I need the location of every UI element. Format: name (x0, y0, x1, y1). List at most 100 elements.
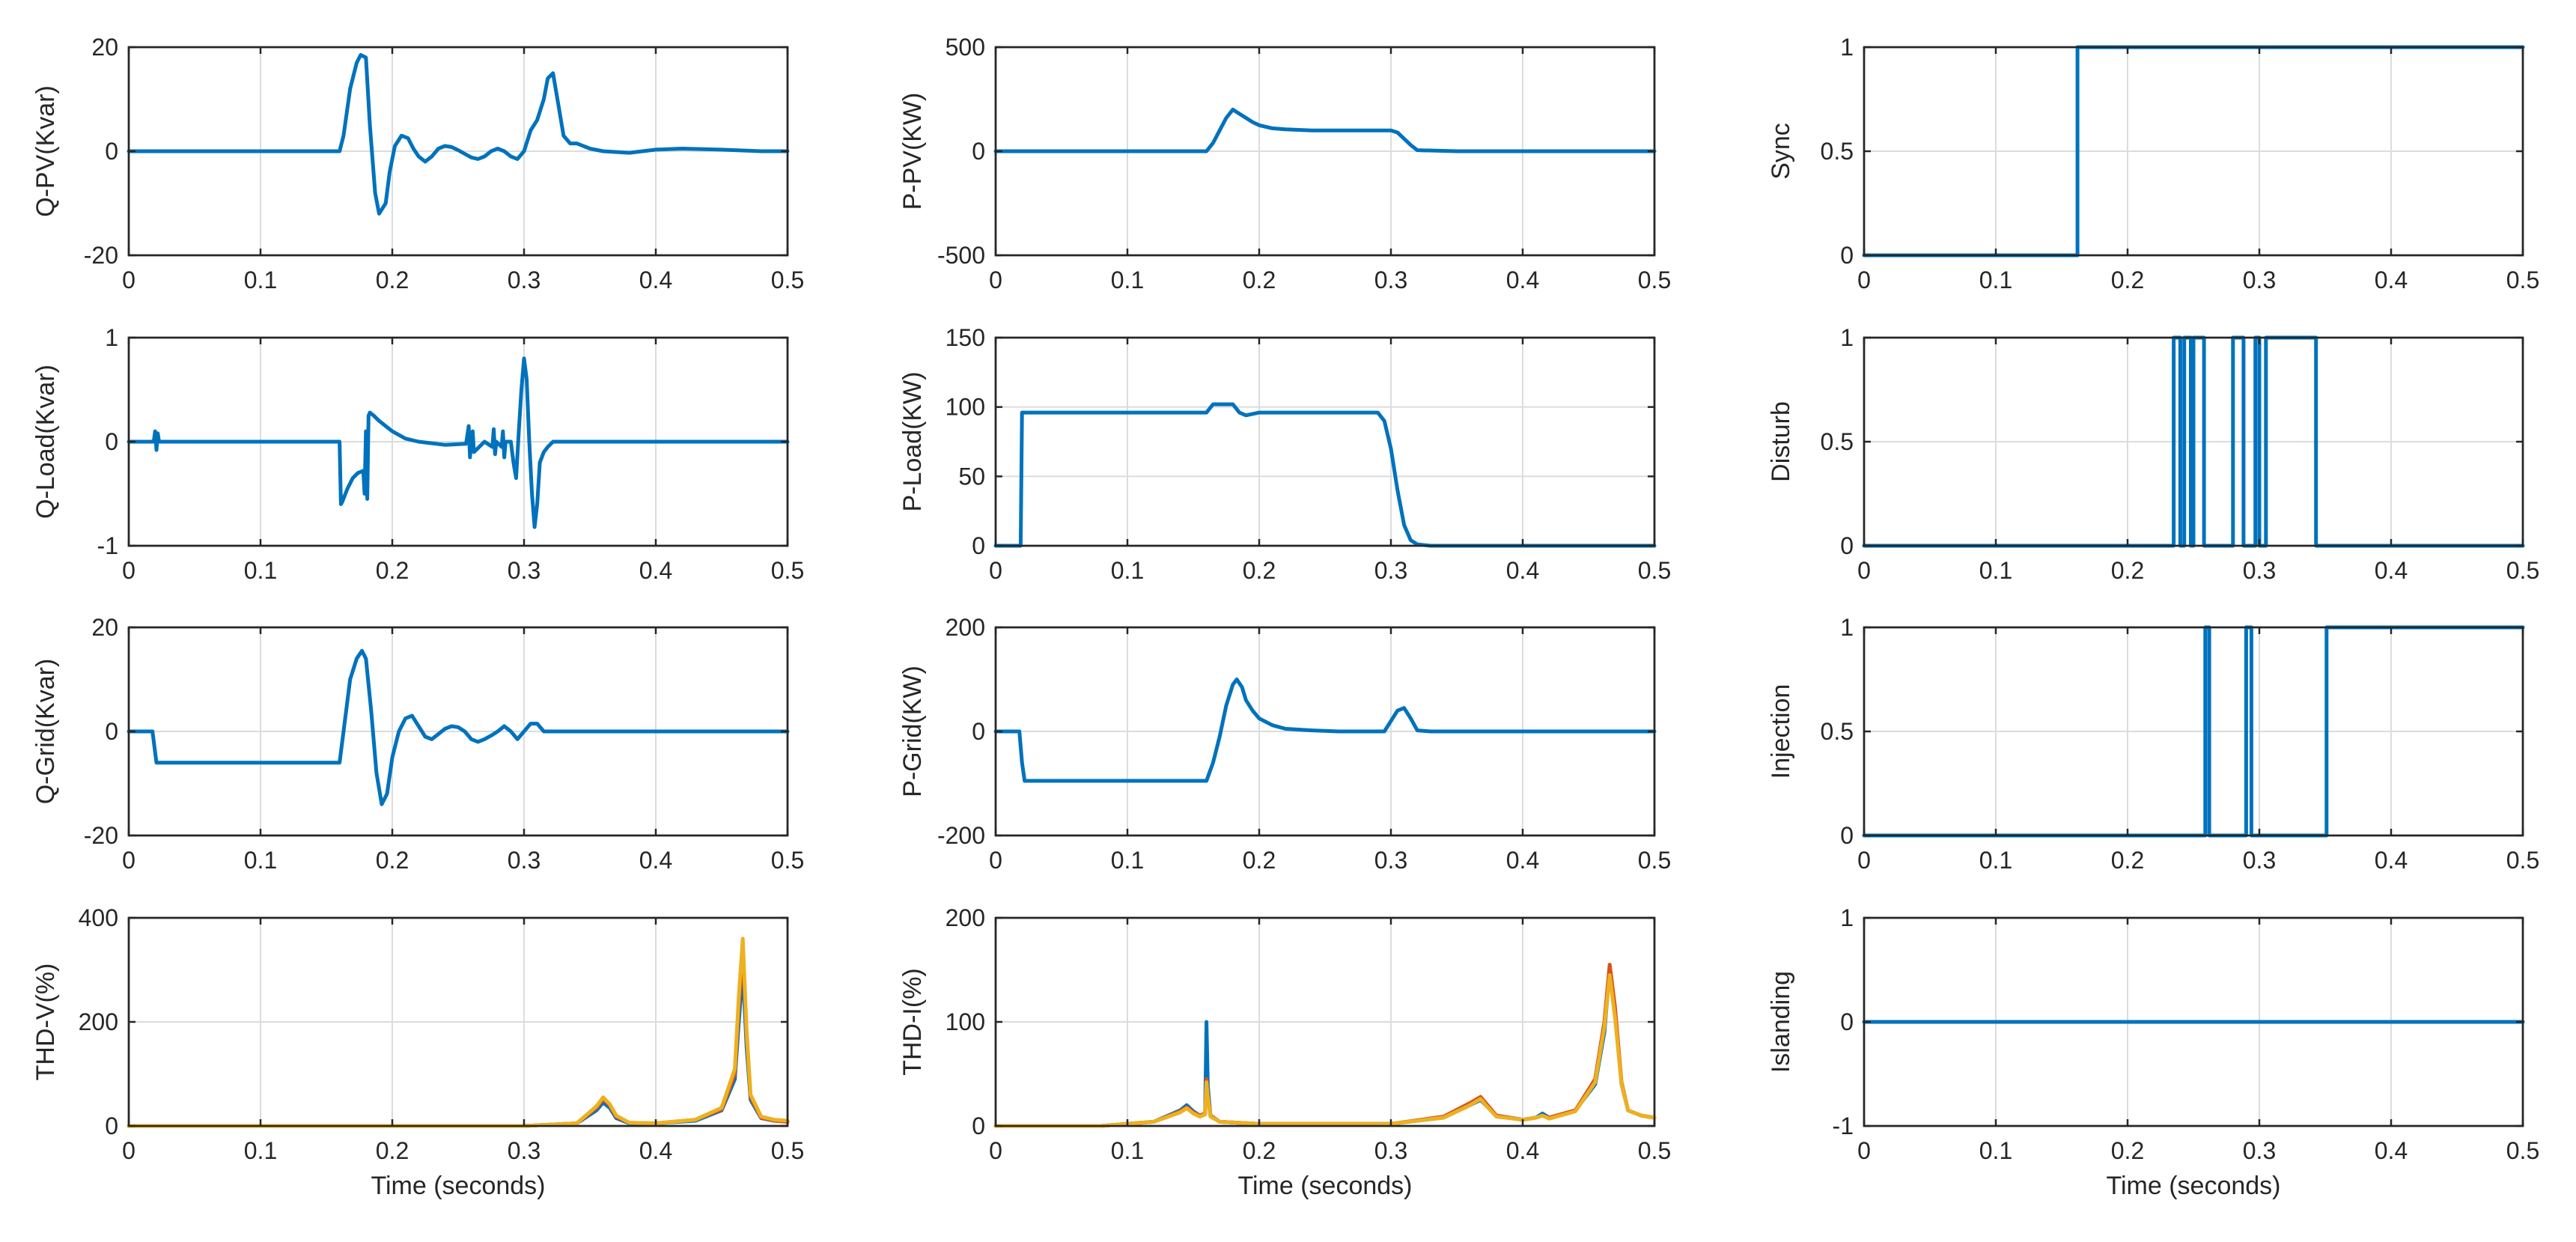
x-tick-label: 0.5 (1638, 1137, 1671, 1164)
plot-area (994, 336, 1656, 547)
y-axis-label: Islanding (1767, 971, 1795, 1073)
y-tick-label: 1 (1840, 904, 1854, 931)
x-tick-label: 0.2 (1243, 847, 1276, 874)
x-tick-label: 0.4 (1506, 1137, 1539, 1164)
y-tick-label: 500 (946, 34, 985, 61)
x-tick-label: 0 (122, 1137, 136, 1164)
x-tick-label: 0.3 (508, 1137, 541, 1164)
x-tick-label: 0.2 (1243, 557, 1276, 584)
x-tick-label: 0.1 (1979, 847, 2012, 874)
y-tick-label: -20 (84, 242, 118, 269)
y-axis-label: THD-I(%) (898, 968, 927, 1076)
y-tick-label: 0 (105, 428, 118, 455)
y-tick-label: 20 (91, 34, 118, 61)
y-tick-label: 0 (972, 532, 985, 559)
x-tick-label: 0 (989, 267, 1002, 293)
x-tick-label: 0.4 (2375, 557, 2408, 584)
axes-box (994, 336, 1656, 547)
y-tick-label: 0 (105, 138, 118, 165)
series-line-q-pv-1 (127, 52, 790, 216)
x-tick-label: 0 (122, 267, 136, 293)
x-tick-label: 0.1 (244, 847, 277, 874)
y-axis-label: Q-Grid(Kvar) (31, 659, 60, 805)
x-tick-label: 0.3 (2243, 1137, 2276, 1164)
x-tick-label: 0.4 (639, 1137, 672, 1164)
x-tick-label: 0 (1857, 557, 1871, 584)
y-axis-label: P-PV(KW) (898, 93, 927, 210)
x-tick-label: 0.4 (639, 847, 672, 874)
x-tick-label: 0.5 (1638, 557, 1671, 584)
x-tick-label: 0.2 (376, 1137, 409, 1164)
x-tick-label: 0.5 (771, 847, 804, 874)
x-tick-label: 0.4 (2375, 267, 2408, 293)
y-tick-label: 0 (105, 718, 118, 745)
x-tick-label: 0.1 (1111, 1137, 1144, 1164)
y-tick-label: 20 (91, 614, 118, 641)
x-tick-label: 0.1 (1111, 267, 1144, 293)
x-tick-label: 0.4 (639, 557, 672, 584)
x-tick-label: 0.5 (1638, 267, 1671, 293)
y-tick-label: 0.5 (1821, 428, 1854, 455)
x-tick-label: 0.5 (771, 557, 804, 584)
x-tick-label: 0.3 (508, 557, 541, 584)
subplot-p-load: 0 0.1 0.2 0.3 0.4 0.5 0 50 100 150 P-Load(KW) (898, 324, 1671, 584)
y-tick-label: 1 (105, 324, 118, 351)
y-tick-label: 0 (972, 718, 985, 745)
x-tick-label: 0.5 (2506, 1137, 2539, 1164)
y-tick-label: 0 (1840, 532, 1854, 559)
y-tick-label: 200 (946, 904, 985, 931)
y-tick-label: -500 (937, 242, 985, 269)
x-tick-label: 0.1 (244, 267, 277, 293)
y-tick-label: 0 (1840, 822, 1854, 849)
y-tick-label: 0 (105, 1112, 118, 1139)
subplot-injection: 0 0.1 0.2 0.3 0.4 0.5 0 0.5 1 Injection (1767, 614, 2539, 874)
y-tick-label: -200 (937, 822, 985, 849)
x-tick-label: 0.2 (2111, 557, 2144, 584)
y-tick-label: 0 (1840, 1008, 1854, 1035)
y-axis-label: THD-V(%) (31, 964, 60, 1081)
x-tick-label: 0.2 (1243, 267, 1276, 293)
y-tick-label: 200 (79, 1008, 118, 1035)
subplot-disturb: 0 0.1 0.2 0.3 0.4 0.5 0 0.5 1 Disturb (1767, 324, 2539, 584)
x-tick-label: 0 (1857, 847, 1871, 874)
x-tick-label: 0.5 (771, 267, 804, 293)
x-tick-label: 0.2 (376, 267, 409, 293)
y-tick-label: 0.5 (1821, 138, 1854, 165)
x-tick-label: 0.5 (2506, 847, 2539, 874)
x-tick-label: 0.4 (1506, 557, 1539, 584)
y-axis-label: Q-PV(Kvar) (31, 85, 60, 217)
x-tick-label: 0.1 (1979, 267, 2012, 293)
subplot-sync: 0 0.1 0.2 0.3 0.4 0.5 0 0.5 1 Sync (1767, 34, 2539, 293)
subplot-thd-v: 0 0.1 0.2 0.3 0.4 0.5 0 200 400 THD-V(%) Time (sec… (31, 904, 804, 1200)
x-tick-label: 0.1 (1111, 557, 1144, 584)
x-tick-label: 0.5 (2506, 267, 2539, 293)
y-tick-label: -1 (97, 532, 118, 559)
x-tick-label: 0.2 (376, 847, 409, 874)
x-tick-label: 0.3 (2243, 847, 2276, 874)
y-tick-label: 50 (958, 463, 985, 490)
y-tick-label: 200 (946, 614, 985, 641)
x-tick-label: 0 (1857, 1137, 1871, 1164)
y-tick-label: 100 (946, 394, 985, 421)
y-axis-label: P-Load(KW) (898, 371, 927, 511)
x-tick-label: 0.3 (2243, 557, 2276, 584)
y-axis-label: Injection (1767, 684, 1795, 779)
x-tick-label: 0.2 (1243, 1137, 1276, 1164)
series-line-p-grid-1 (993, 678, 1657, 783)
y-axis-label: Disturb (1767, 401, 1795, 482)
x-tick-label: 0.5 (2506, 557, 2539, 584)
x-tick-label: 0.4 (2375, 1137, 2408, 1164)
x-tick-label: 0 (122, 557, 136, 584)
series-line-p-load-1 (993, 402, 1657, 548)
x-tick-label: 0.3 (1374, 847, 1407, 874)
x-tick-label: 0.3 (1374, 1137, 1407, 1164)
series-line-q-load-1 (127, 356, 790, 529)
x-tick-label: 0.3 (2243, 267, 2276, 293)
x-tick-label: 0 (989, 847, 1002, 874)
x-tick-label: 0.3 (508, 267, 541, 293)
